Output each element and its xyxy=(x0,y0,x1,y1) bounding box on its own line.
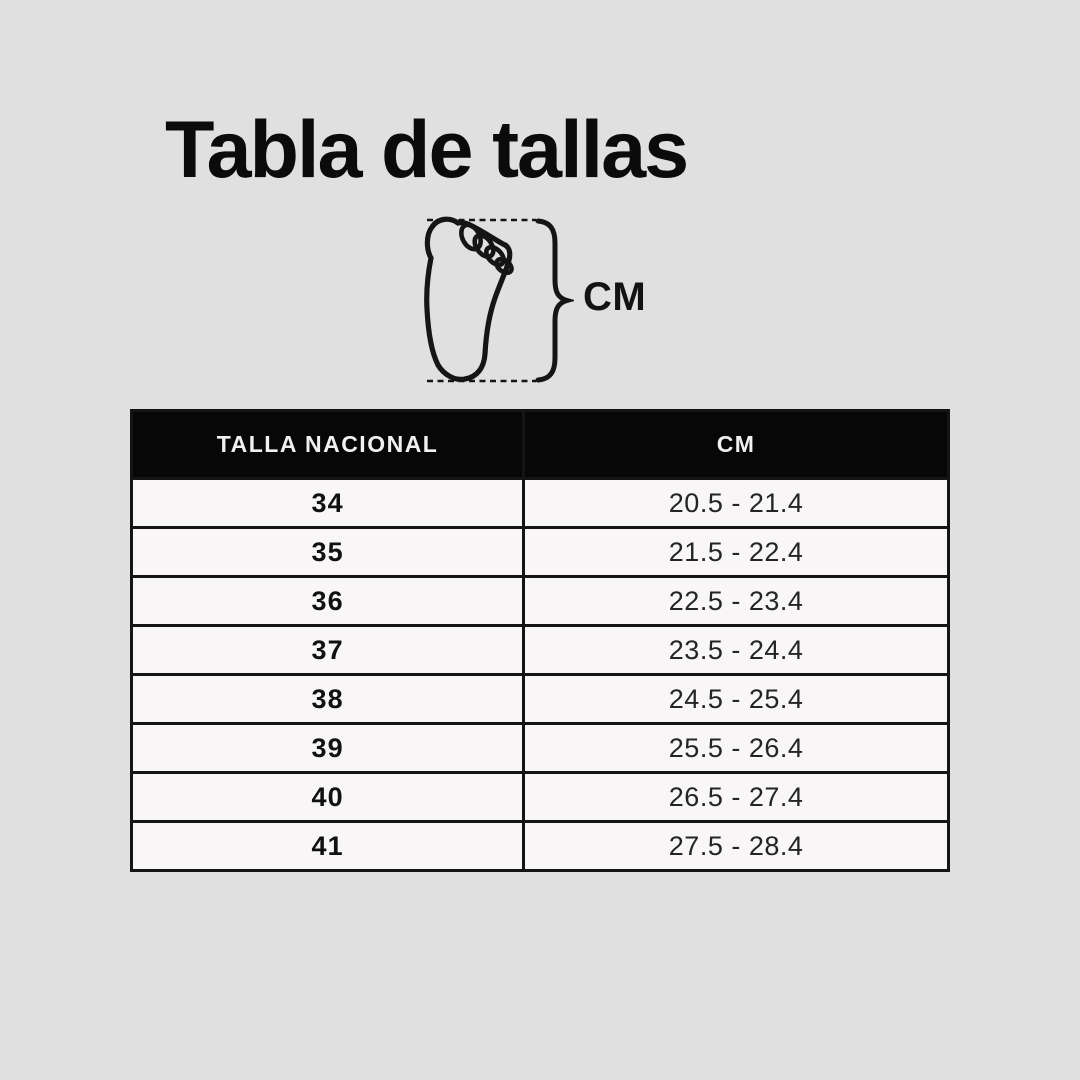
table-row: 36 22.5 - 23.4 xyxy=(129,575,950,627)
curly-brace-icon xyxy=(535,218,574,383)
cm-range-cell: 24.5 - 25.4 xyxy=(522,673,950,725)
table-header-row: TALLA NACIONAL CM xyxy=(129,409,950,480)
size-cell: 36 xyxy=(129,575,526,627)
size-cell: 40 xyxy=(129,771,526,823)
cm-range-cell: 21.5 - 22.4 xyxy=(522,526,950,578)
size-cell: 34 xyxy=(129,477,526,529)
cm-range-cell: 27.5 - 28.4 xyxy=(522,820,950,872)
cm-range-cell: 26.5 - 27.4 xyxy=(522,771,950,823)
size-cell: 39 xyxy=(129,722,526,774)
size-cell: 35 xyxy=(129,526,526,578)
table-row: 35 21.5 - 22.4 xyxy=(129,526,950,578)
footprint-icon xyxy=(424,216,514,382)
table-row: 41 27.5 - 28.4 xyxy=(129,820,950,872)
header-cm: CM xyxy=(522,409,950,480)
foot-measurement-diagram xyxy=(424,216,574,383)
table-row: 39 25.5 - 26.4 xyxy=(129,722,950,774)
size-cell: 38 xyxy=(129,673,526,725)
table-row: 37 23.5 - 24.4 xyxy=(129,624,950,676)
cm-range-cell: 22.5 - 23.4 xyxy=(522,575,950,627)
cm-unit-label: CM xyxy=(583,275,647,319)
size-cell: 37 xyxy=(129,624,526,676)
cm-range-cell: 20.5 - 21.4 xyxy=(522,477,950,529)
size-chart-table: TALLA NACIONAL CM 34 20.5 - 21.4 35 21.5… xyxy=(129,409,950,872)
table-row: 40 26.5 - 27.4 xyxy=(129,771,950,823)
header-talla-nacional: TALLA NACIONAL xyxy=(129,409,526,480)
table-row: 38 24.5 - 25.4 xyxy=(129,673,950,725)
page-title: Tabla de tallas xyxy=(165,105,689,195)
cm-range-cell: 25.5 - 26.4 xyxy=(522,722,950,774)
table-row: 34 20.5 - 21.4 xyxy=(129,477,950,529)
cm-range-cell: 23.5 - 24.4 xyxy=(522,624,950,676)
size-cell: 41 xyxy=(129,820,526,872)
